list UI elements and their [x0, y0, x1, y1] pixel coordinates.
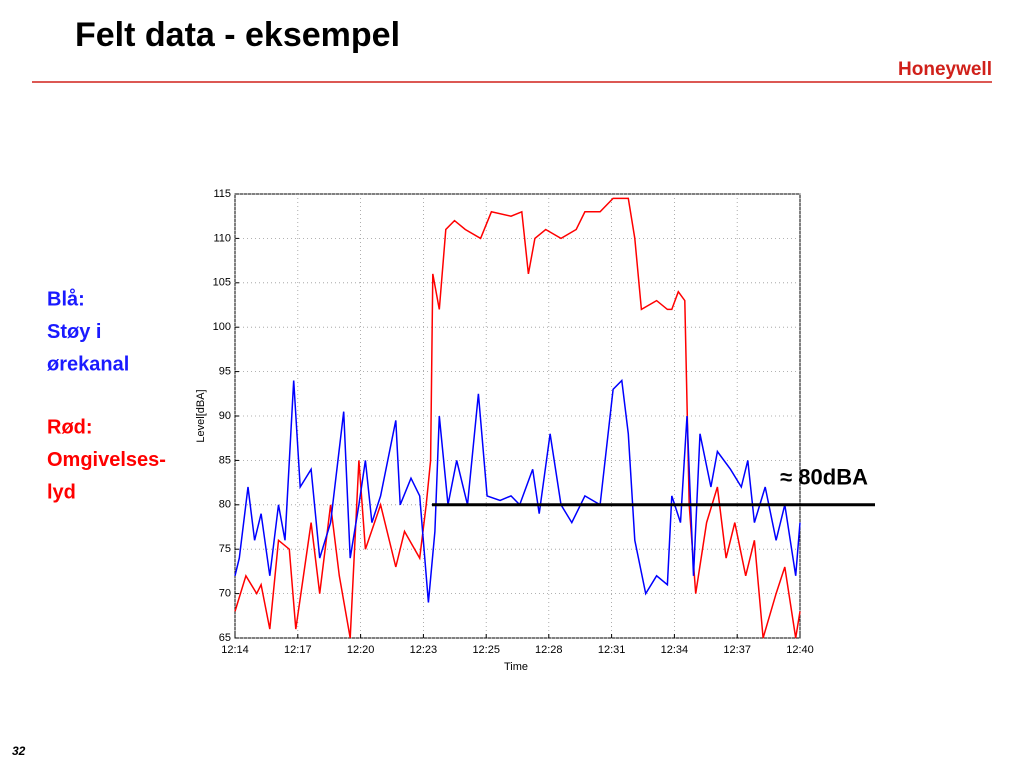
- y-tick-label: 105: [213, 277, 231, 289]
- x-tick-label: 12:20: [347, 644, 375, 656]
- y-tick-label: 85: [219, 454, 231, 466]
- x-tick-label: 12:23: [410, 644, 438, 656]
- note-line: lyd: [47, 481, 76, 503]
- x-tick-label: 12:28: [535, 644, 563, 656]
- x-tick-label: 12:14: [221, 644, 249, 656]
- reference-label: ≈ 80dBA: [780, 465, 868, 490]
- data-line: [234, 378, 801, 603]
- y-tick-label: 65: [219, 632, 231, 644]
- note-line: Rød:: [47, 416, 93, 438]
- y-tick-label: 110: [213, 232, 231, 244]
- x-tick-label: 12:17: [284, 644, 312, 656]
- y-tick-label: 100: [213, 321, 231, 333]
- y-tick-label: 80: [219, 499, 231, 511]
- page-number: 32: [12, 744, 26, 758]
- note-line: Blå:: [47, 287, 85, 310]
- x-axis-label: Time: [504, 661, 528, 673]
- x-tick-label: 12:37: [723, 644, 751, 656]
- slide-title: Felt data - eksempel: [75, 16, 400, 54]
- x-tick-label: 12:34: [661, 644, 689, 656]
- y-axis-label: Level[dBA]: [195, 389, 207, 442]
- y-tick-label: 95: [219, 366, 231, 378]
- y-tick-label: 90: [219, 410, 231, 422]
- note-line: Omgivelses-: [47, 449, 166, 471]
- note-line: Støy i: [47, 321, 101, 343]
- x-tick-label: 12:40: [786, 644, 814, 656]
- x-tick-label: 12:25: [472, 644, 500, 656]
- note-line: ørekanal: [47, 353, 129, 375]
- x-tick-label: 12:31: [598, 644, 626, 656]
- y-tick-label: 75: [219, 543, 231, 555]
- y-tick-label: 70: [219, 588, 231, 600]
- logo: Honeywell: [898, 59, 992, 80]
- y-tick-label: 115: [213, 188, 231, 200]
- plot-frame: [234, 193, 801, 639]
